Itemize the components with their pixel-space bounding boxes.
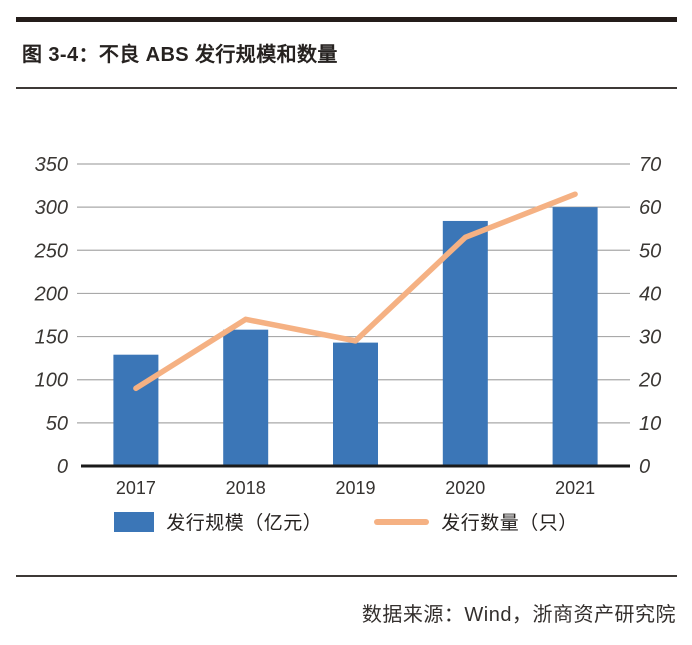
right-axis-tick-label: 50 bbox=[639, 240, 661, 262]
x-axis-category-label: 2018 bbox=[226, 478, 266, 498]
left-axis-tick-label: 150 bbox=[35, 327, 68, 349]
right-axis-tick-label: 20 bbox=[638, 370, 661, 392]
right-axis-tick-label: 40 bbox=[639, 283, 661, 305]
bar-2017 bbox=[113, 354, 159, 466]
bar-2018 bbox=[223, 329, 269, 466]
right-axis-tick-label: 0 bbox=[639, 456, 650, 478]
bar-series-swatch bbox=[114, 511, 155, 532]
left-axis-tick-label: 250 bbox=[34, 240, 68, 262]
left-axis-tick-label: 50 bbox=[46, 413, 68, 435]
bar-2020 bbox=[442, 220, 488, 466]
source-note: 数据来源：Wind，浙商资产研究院 bbox=[361, 604, 676, 626]
bar-2019 bbox=[333, 342, 378, 466]
bar-2021 bbox=[552, 207, 598, 466]
bottom-divider bbox=[16, 575, 677, 577]
left-axis-tick-label: 200 bbox=[34, 283, 68, 305]
line-series-swatch bbox=[374, 518, 430, 525]
right-axis-tick-label: 30 bbox=[639, 327, 661, 349]
left-axis-tick-label: 300 bbox=[35, 197, 68, 219]
x-axis-category-label: 2019 bbox=[335, 478, 375, 498]
chart-svg: 0 50 100 150 200 250 300 350 0 10 20 30 40 50 60 70 2017… bbox=[34, 154, 662, 498]
legend-item-issuance-count: 发行数量（只） bbox=[374, 508, 578, 535]
legend-item-issuance-scale: 发行规模（亿元） bbox=[114, 508, 322, 535]
x-axis-category-label: 2021 bbox=[555, 478, 595, 498]
left-axis-tick-label: 350 bbox=[35, 154, 68, 176]
figure-title: 图 3-4：不良 ABS 发行规模和数量 bbox=[22, 44, 338, 66]
count-line-series bbox=[133, 191, 578, 392]
legend-label-issuance-count: 发行数量（只） bbox=[441, 513, 578, 534]
left-axis-tick-label: 0 bbox=[57, 456, 68, 478]
right-axis-tick-label: 60 bbox=[639, 197, 661, 219]
right-axis-tick-label: 10 bbox=[639, 413, 661, 435]
title-divider bbox=[16, 87, 677, 89]
x-axis-category-label: 2020 bbox=[445, 478, 485, 498]
legend-label-issuance-scale: 发行规模（亿元） bbox=[166, 513, 323, 534]
chart-legend: 发行规模（亿元） 发行数量（只） bbox=[0, 508, 692, 535]
left-axis-tick-label: 100 bbox=[35, 370, 68, 392]
top-rule bbox=[16, 17, 677, 22]
right-axis-tick-label: 70 bbox=[639, 154, 661, 176]
x-axis-category-label: 2017 bbox=[116, 478, 156, 498]
